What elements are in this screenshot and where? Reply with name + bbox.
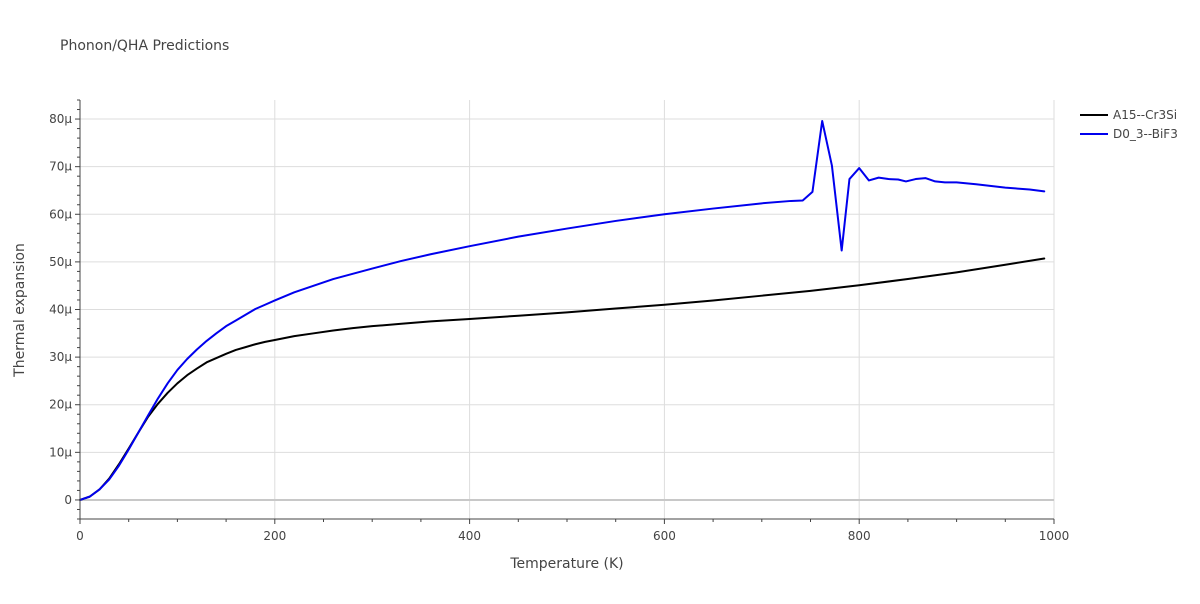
x-tick-label: 200 (263, 529, 286, 543)
x-tick-label: 800 (848, 529, 871, 543)
series-line-2 (79, 119, 1046, 501)
axis-layer: 0 200 400 600 800 1000 0 10μ 20μ 30μ 40μ 50μ 60μ 70μ 8… (49, 99, 1070, 543)
y-tick-label: 20μ (49, 398, 72, 412)
y-tick-label: 70μ (49, 160, 72, 174)
y-axis-title: Thermal expansion (12, 243, 28, 378)
grid-layer (80, 100, 1055, 519)
legend[interactable]: A15--Cr3Si D0_3--BiF3 (1080, 108, 1178, 141)
legend-label: A15--Cr3Si (1113, 108, 1177, 122)
y-tick-label: 60μ (49, 207, 72, 221)
x-axis-title: Temperature (K) (509, 556, 623, 572)
series-layer (79, 119, 1046, 501)
y-tick-label: 40μ (49, 303, 72, 317)
y-tick-label: 80μ (49, 112, 72, 126)
x-tick-label: 600 (653, 529, 676, 543)
x-tick-label: 1000 (1039, 529, 1070, 543)
x-tick-label: 400 (458, 529, 481, 543)
x-tick-label: 0 (76, 529, 84, 543)
chart-title: Phonon/QHA Predictions (60, 38, 229, 54)
legend-item-1[interactable]: A15--Cr3Si (1080, 108, 1177, 122)
legend-item-2[interactable]: D0_3--BiF3 (1080, 127, 1178, 141)
legend-label: D0_3--BiF3 (1113, 127, 1178, 141)
y-tick-label: 50μ (49, 255, 72, 269)
y-tick-label: 10μ (49, 445, 72, 459)
y-tick-label: 30μ (49, 350, 72, 364)
y-tick-label: 0 (64, 493, 72, 507)
